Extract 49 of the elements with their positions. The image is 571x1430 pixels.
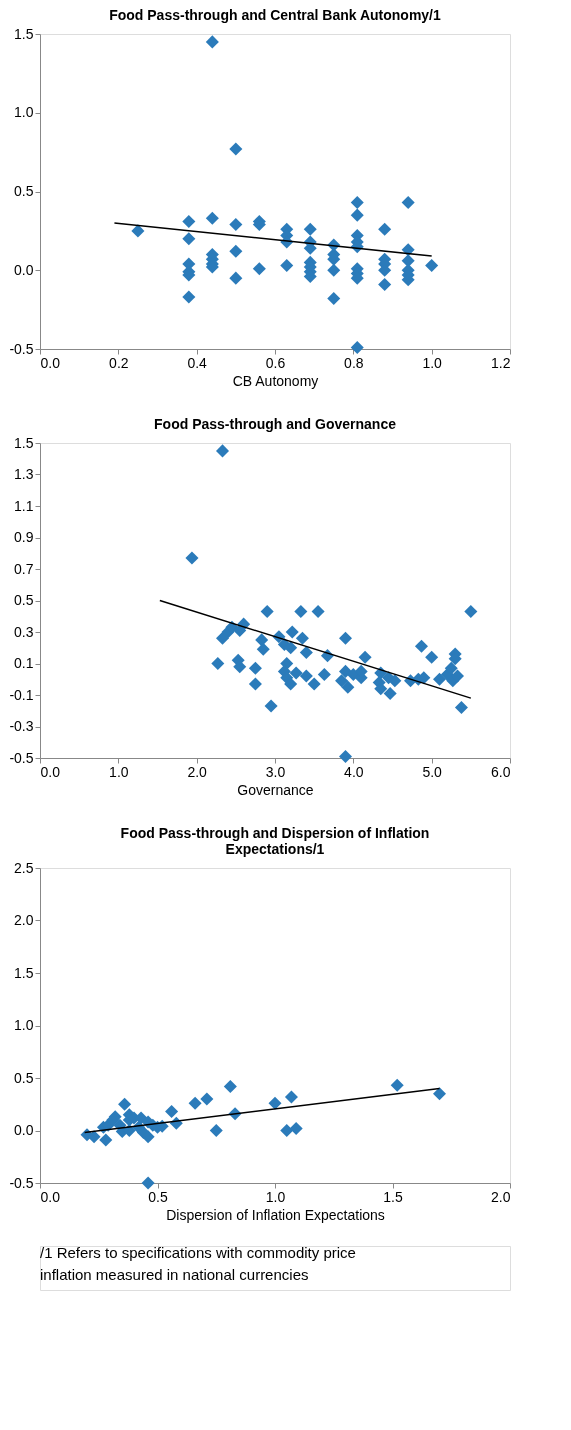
y-tick-label: 1.5 (14, 964, 34, 981)
x-tick-label: 0.6 (265, 354, 286, 371)
x-tick-label: 3.0 (265, 763, 286, 780)
y-tick-label: 0.0 (14, 1122, 34, 1138)
chart-title: Food Pass-through and Central Bank Autonomy/1 (109, 7, 442, 23)
y-tick-label: -0.5 (9, 340, 34, 357)
x-axis-title: Governance (237, 781, 314, 798)
x-axis-title: CB Autonomy (232, 372, 319, 389)
x-tick-label: 6.0 (491, 763, 511, 780)
y-tick-label: 0.3 (14, 623, 34, 640)
text: /1 Refers to specifications with commodity price inflation measured in national currencies (40, 1244, 356, 1283)
x-tick-label: 0.8 (344, 354, 364, 371)
y-tick-label: 1.5 (14, 25, 34, 42)
x-tick-label: 4.0 (344, 763, 364, 780)
x-tick-label: 0.5 (148, 1188, 168, 1205)
x-tick-label: 1.0 (109, 763, 129, 780)
y-tick-label: -0.5 (9, 1174, 34, 1191)
x-tick-label: 1.2 (491, 354, 511, 371)
x-tick-label: 0.0 (40, 354, 61, 371)
x-tick-label: 2.0 (187, 763, 208, 780)
x-tick-label: 0.0 (40, 1188, 61, 1205)
x-tick-label: 0.0 (40, 763, 61, 780)
chart-title: Food Pass-through and Governance (154, 416, 397, 432)
x-tick-label: 2.0 (491, 1188, 511, 1205)
y-tick-label: 1.1 (14, 497, 34, 514)
y-tick-label: -0.3 (9, 718, 34, 734)
y-tick-label: 0.7 (14, 560, 34, 577)
x-tick-label: 0.4 (187, 354, 208, 371)
x-tick-label: 1.0 (422, 354, 443, 371)
y-tick-label: 0.5 (14, 592, 34, 608)
y-tick-label: 0.5 (14, 1069, 34, 1086)
x-tick-label: 5.0 (422, 763, 443, 780)
x-tick-label: 0.2 (109, 354, 129, 371)
chart-title: Food Pass-through and Dispersion of Inflation Expectations/1 (120, 825, 430, 857)
y-tick-label: -0.1 (9, 686, 34, 703)
y-tick-label: 0.1 (14, 655, 34, 671)
y-tick-label: 2.0 (14, 912, 34, 928)
y-tick-label: -0.5 (9, 749, 34, 766)
x-tick-label: 1.5 (383, 1188, 403, 1205)
y-tick-label: 0.5 (14, 183, 34, 199)
y-tick-label: 1.5 (14, 434, 34, 451)
y-tick-label: 1.0 (14, 1017, 34, 1033)
y-tick-label: 2.5 (14, 859, 34, 876)
x-tick-label: 1.0 (265, 1188, 286, 1205)
y-tick-label: 1.3 (14, 466, 34, 482)
y-tick-label: 1.0 (14, 104, 34, 121)
y-tick-label: 0.0 (14, 261, 34, 278)
y-tick-label: 0.9 (14, 529, 34, 545)
x-axis-title: Dispersion of Inflation Expectations (166, 1206, 385, 1223)
